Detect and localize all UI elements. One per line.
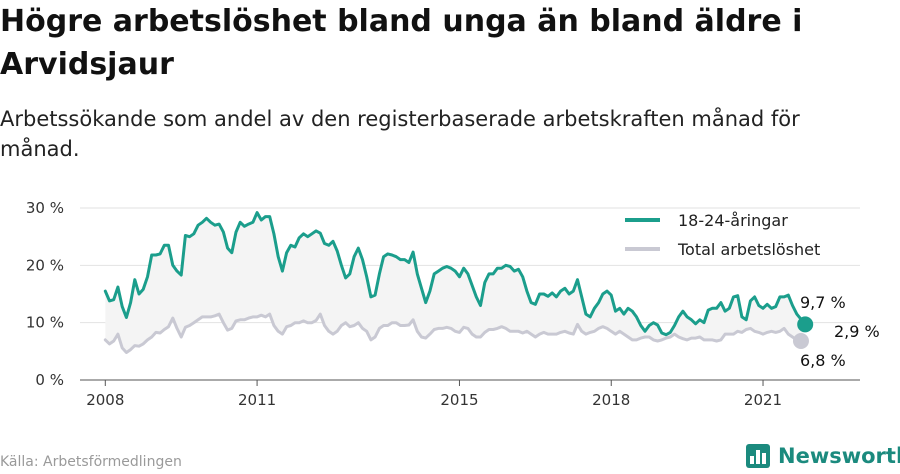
bar-chart-icon xyxy=(746,444,770,468)
y-tick-label: 10 % xyxy=(26,314,64,332)
series-line-total xyxy=(103,312,803,354)
series-lines xyxy=(103,211,807,354)
x-tick-label: 2018 xyxy=(592,391,630,409)
legend-label-youth: 18-24-åringar xyxy=(678,211,788,230)
series-line-youth xyxy=(103,211,807,337)
end-label-youth: 9,7 % xyxy=(800,293,846,312)
x-tick-label: 2008 xyxy=(86,391,124,409)
y-tick-label: 20 % xyxy=(26,256,64,274)
line-chart: 0 % 10 % 20 % 30 % 2008 2011 2015 2018 2021 18-2… xyxy=(26,199,880,409)
legend-label-total: Total arbetslöshet xyxy=(677,240,820,259)
end-markers: 9,7 % 2,9 % 6,8 % xyxy=(792,293,880,370)
source-note: Källa: Arbetsförmedlingen xyxy=(0,454,182,470)
x-tick-label: 2011 xyxy=(238,391,276,409)
chart-subtitle: Arbetssökande som andel av den registerb… xyxy=(0,107,800,161)
brand-logo: Newsworthy xyxy=(746,441,900,471)
area-between-series xyxy=(105,212,806,353)
x-tick-label: 2015 xyxy=(440,391,478,409)
brand-name: Newsworthy xyxy=(778,444,900,468)
difference-label: 2,9 % xyxy=(834,322,880,341)
end-point-total xyxy=(792,333,809,350)
chart-title: Högre arbetslöshet bland unga än bland ä… xyxy=(0,4,803,82)
y-tick-label: 0 % xyxy=(35,371,64,389)
legend: 18-24-åringar Total arbetslöshet xyxy=(625,211,820,259)
difference-band xyxy=(105,212,806,353)
y-tick-label: 30 % xyxy=(26,199,64,217)
x-tick-label: 2021 xyxy=(744,391,782,409)
end-label-total: 6,8 % xyxy=(800,351,846,370)
axes: 0 % 10 % 20 % 30 % 2008 2011 2015 2018 2021 xyxy=(26,199,860,409)
end-point-youth xyxy=(797,316,814,333)
